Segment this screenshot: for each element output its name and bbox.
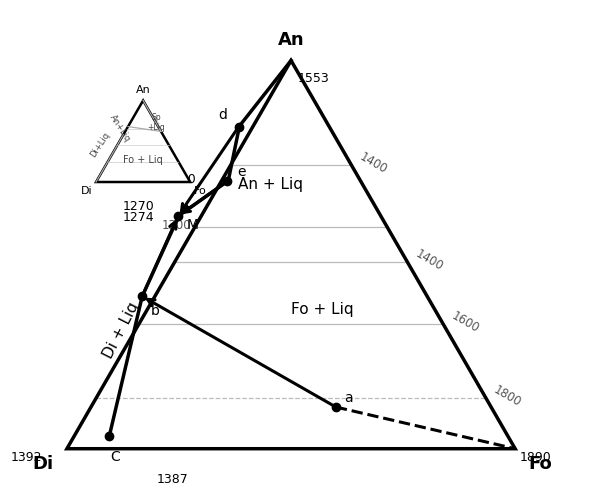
Text: 1400: 1400 [413,247,445,273]
Text: b: b [150,304,159,318]
Text: Fo + Liq: Fo + Liq [123,155,163,165]
Text: 1387: 1387 [157,473,188,487]
Text: 1890: 1890 [520,451,551,464]
Text: An+Liq: An+Liq [108,113,132,143]
Text: 1400: 1400 [357,150,389,176]
Text: C: C [110,450,120,463]
Text: 1270: 1270 [122,200,154,213]
Text: Fo + Liq: Fo + Liq [291,302,354,317]
Text: Di: Di [81,186,92,196]
Text: An: An [136,85,151,95]
Text: 1800: 1800 [491,383,524,409]
Text: 1600: 1600 [449,309,481,335]
Text: Di: Di [32,455,53,473]
Text: e: e [237,165,246,179]
Text: Fo: Fo [529,455,553,473]
Text: 1300: 1300 [161,219,191,232]
Text: 1300: 1300 [165,173,197,186]
Text: 1274: 1274 [122,211,154,224]
Text: An: An [278,31,304,49]
Text: 1553: 1553 [298,72,329,85]
Text: Di+Liq: Di+Liq [88,130,111,159]
Text: a: a [344,391,353,405]
Text: Fo: Fo [194,186,206,196]
Text: d: d [218,108,227,123]
Text: 1392: 1392 [11,451,42,464]
Text: Di + Liq: Di + Liq [100,299,141,361]
Polygon shape [96,100,190,182]
Text: M: M [186,218,198,232]
Text: Sp
+Liq: Sp +Liq [148,113,166,132]
Text: An + Liq: An + Liq [238,177,304,192]
